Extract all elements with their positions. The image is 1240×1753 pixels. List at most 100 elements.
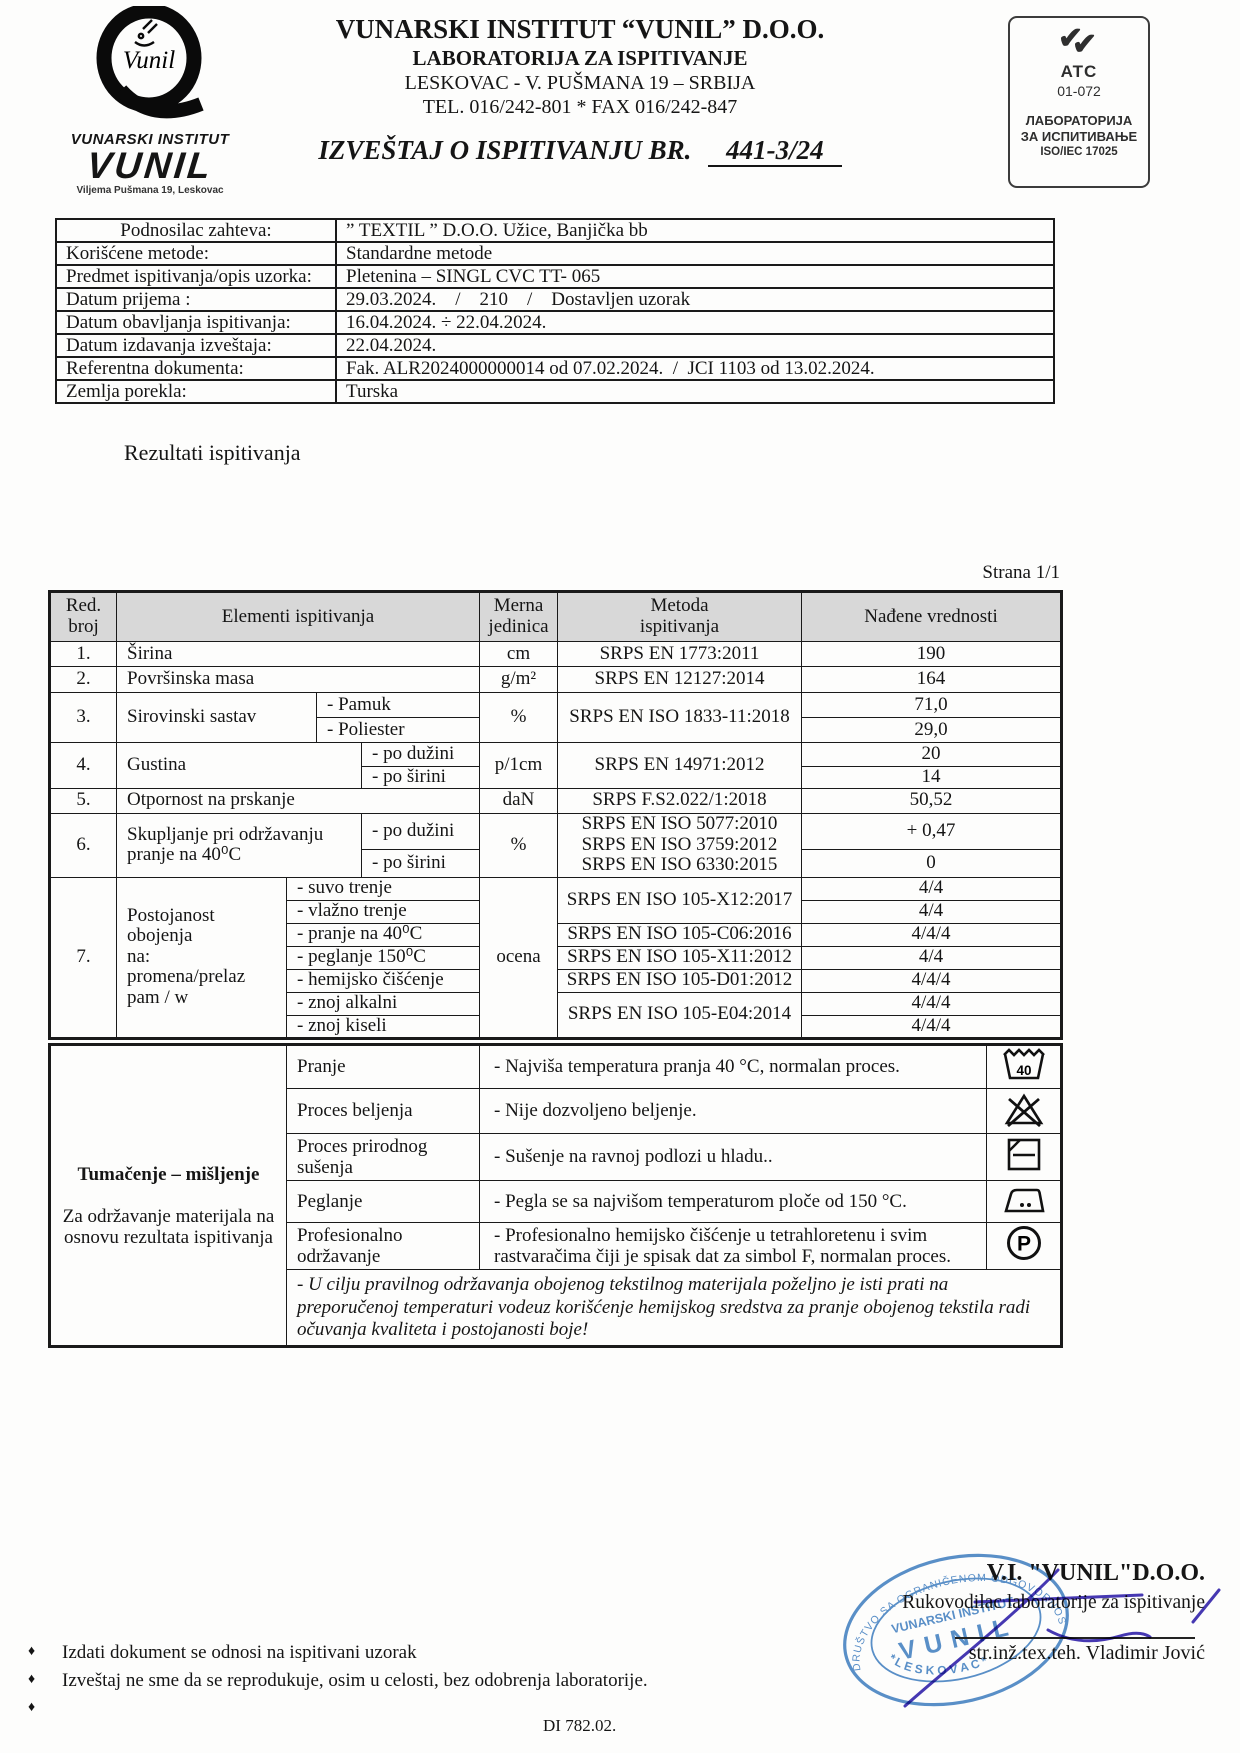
org-name: VUNARSKI INSTITUT “VUNIL” D.O.O. [335, 14, 825, 44]
element-sub: - po dužini [361, 812, 480, 850]
care-process: Proces prirodnog sušenja [286, 1132, 480, 1182]
value: 4/4 [801, 945, 1062, 970]
value: 190 [801, 641, 1062, 667]
row-no: 7. [49, 876, 117, 1039]
value: 20 [801, 742, 1062, 767]
table-row: Peglanje - Pegla se sa najvišom temperat… [50, 1180, 1062, 1223]
table-row: - hemijsko čišćenje SRPS EN ISO 105-D01:… [50, 968, 1062, 993]
table-row: - po širini 0 [50, 848, 1062, 878]
col-header-elements: Elementi ispitivanja [116, 591, 480, 642]
table-row: Proces prirodnog sušenja - Sušenje na ra… [50, 1132, 1062, 1182]
info-label: Datum izdavanja izveštaja: [55, 333, 337, 358]
element-sub: - suvo trenje [286, 876, 480, 901]
value: 29,0 [801, 717, 1062, 743]
footer-note: ♦ [28, 1698, 928, 1716]
info-value: Fak. ALR2024000000014 od 07.02.2024. / J… [335, 356, 1055, 381]
footer-note: ♦ Izdati dokument se odnosi na ispitivan… [28, 1642, 928, 1664]
care-description: - Najviša temperatura pranja 40 °C, norm… [479, 1043, 987, 1089]
interpretation-table: Tumačenje – mišljenje Za održavanje mate… [48, 1042, 1063, 1349]
results-area: Red. broj Elementi ispitivanja Merna jed… [48, 590, 1063, 1349]
col-header-no: Red. broj [49, 591, 117, 642]
wash-temp-label: 40 [1016, 1063, 1031, 1078]
table-row: 1. Širina cm SRPS EN 1773:2011 190 [49, 641, 1062, 667]
element-name: Skupljanje pri održavanju pranje na 40⁰C [116, 812, 362, 878]
method: SRPS EN 14971:2012 [557, 742, 802, 789]
unit: % [479, 812, 558, 878]
method: SRPS EN ISO 105-E04:2014 [557, 991, 802, 1039]
element-sub: - po širini [361, 848, 480, 878]
row-no: 6. [49, 812, 117, 878]
element-sub: - pranje na 40⁰C [286, 922, 480, 947]
microscope-icon [134, 19, 158, 47]
care-symbol-cell: P [986, 1221, 1062, 1271]
bullet-icon: ♦ [28, 1672, 36, 1687]
info-value: 16.04.2024. ÷ 22.04.2024. [335, 310, 1055, 335]
col-header-method: Metoda ispitivanja [557, 591, 802, 642]
value: 4/4 [801, 876, 1062, 901]
letterhead: VUNARSKI INSTITUT “VUNIL” D.O.O. LABORAT… [255, 14, 905, 167]
report-title-text: IZVEŠTAJ O ISPITIVANJU BR. [318, 135, 692, 165]
value: 4/4/4 [801, 968, 1062, 993]
unit: ocena [479, 876, 558, 1039]
element-name: Otpornost na prskanje [116, 787, 480, 814]
badge-number: 01-072 [1057, 83, 1101, 99]
value: 0 [801, 848, 1062, 878]
report-number: 441-3/24 [708, 135, 842, 167]
table-header-row: Red. broj Elementi ispitivanja Merna jed… [49, 591, 1062, 642]
info-label: Podnosilac zahteva: [55, 218, 337, 243]
do-not-bleach-icon [1004, 1093, 1043, 1127]
bullet-icon: ♦ [28, 1700, 36, 1715]
badge-line1: ЛАБОРАТОРИЈА [1025, 113, 1133, 128]
unit: % [479, 692, 558, 743]
value: 164 [801, 666, 1062, 693]
value: 71,0 [801, 692, 1062, 718]
care-description: - Sušenje na ravnoj podlozi u hladu.. [479, 1132, 987, 1182]
element-sub: - Poliester [316, 717, 480, 743]
element-name: Širina [116, 641, 480, 667]
row-no: 3. [49, 692, 117, 743]
info-value: Turska [335, 379, 1055, 404]
signature-company: V.I. "VUNIL"D.O.O. [986, 1560, 1205, 1586]
logo-brand-text: VUNIL [84, 145, 216, 186]
value: 50,52 [801, 787, 1062, 814]
logo-address-text: Viljema Pušmana 19, Leskovac [76, 185, 224, 197]
row-no: 4. [49, 742, 117, 789]
value: 4/4 [801, 899, 1062, 924]
method: SRPS F.S2.022/1:2018 [557, 787, 802, 814]
value: + 0,47 [801, 812, 1062, 850]
logo-institute-text: VUNARSKI INSTITUT [70, 131, 230, 148]
care-description: - Pegla se sa najvišom temperaturom ploč… [479, 1180, 987, 1223]
interpretation-title: Tumačenje – mišljenje [77, 1163, 260, 1185]
footer-note: ♦ Izveštaj ne sme da se reprodukuje, osi… [28, 1670, 928, 1692]
table-row: Proces beljenja - Nije dozvoljeno beljen… [50, 1087, 1062, 1134]
table-row: - Poliester 29,0 [50, 717, 1062, 743]
signature-role: Rukovodilac laboratorije za ispitivanje [902, 1592, 1205, 1613]
atc-check-icon: ✔ ✔ [1058, 22, 1098, 61]
dryclean-letter: P [1016, 1233, 1030, 1256]
table-row: - znoj alkalni SRPS EN ISO 105-E04:2014 … [50, 991, 1062, 1039]
element-name: Gustina [116, 742, 362, 789]
footer-note-text: Izveštaj ne sme da se reprodukuje, osim … [62, 1670, 648, 1691]
method: SRPS EN ISO 5077:2010 SRPS EN ISO 3759:2… [557, 812, 802, 878]
badge-line2: ЗА ИСПИТИВАЊЕ [1020, 129, 1138, 144]
section-title: Rezultati ispitivanja [124, 440, 301, 465]
care-symbol-cell [986, 1180, 1062, 1223]
unit: daN [479, 787, 558, 814]
care-description: - Nije dozvoljeno beljenje. [479, 1087, 987, 1134]
care-symbol-cell: 40 [986, 1043, 1062, 1089]
bullet-icon: ♦ [28, 1644, 36, 1659]
table-row: - pranje na 40⁰C SRPS EN ISO 105-C06:201… [50, 922, 1062, 947]
element-sub: - peglanje 150⁰C [286, 945, 480, 970]
table-row: - peglanje 150⁰C SRPS EN ISO 105-X11:201… [50, 945, 1062, 970]
org-lab: LABORATORIJA ZA ISPITIVANJE [412, 46, 748, 70]
signature-signer: str.inž.tex.teh. Vladimir Jović [968, 1642, 1205, 1664]
interpretation-subtitle: Za održavanje materijala na osnovu rezul… [62, 1206, 275, 1249]
row-no: 2. [49, 666, 117, 693]
badge-line3: ISO/IEC 17025 [1040, 146, 1118, 158]
table-row: Zemlja porekla: Turska [55, 379, 1055, 404]
table-row: Podnosilac zahteva: ” TEXTIL ” D.O.O. Už… [55, 218, 1055, 243]
table-row: - vlažno trenje 4/4 [50, 899, 1062, 924]
care-process: Proces beljenja [286, 1087, 480, 1134]
care-description: - Profesionalno hemijsko čišćenje u tetr… [479, 1221, 987, 1271]
